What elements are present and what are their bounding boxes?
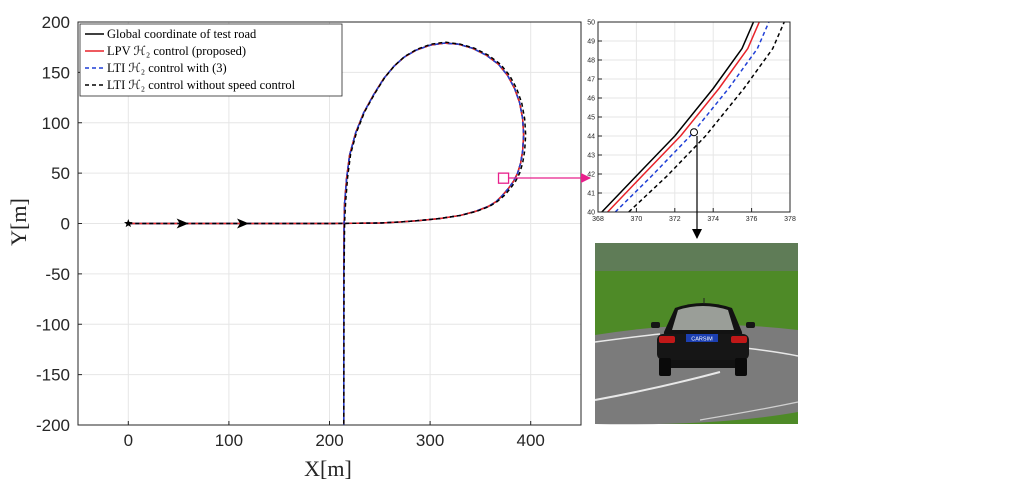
legend-box — [79, 23, 343, 97]
vehicle-tail-light-right — [731, 336, 747, 343]
zoom-series-3 — [628, 22, 785, 212]
zoom-y-tick-label: 48 — [587, 58, 595, 65]
main-x-ticks: 0 100 200 300 400 — [124, 431, 545, 450]
zoom-series-0 — [601, 22, 755, 212]
main-x-tick-label: 100 — [215, 431, 243, 450]
main-x-tick-label: 200 — [315, 431, 343, 450]
zoom-y-tick-label: 41 — [587, 191, 595, 198]
vehicle-plate-text: CARSIM — [691, 337, 713, 343]
zoom-series-2 — [614, 22, 770, 212]
zoom-y-tick-label: 44 — [587, 134, 595, 141]
vehicle-wheel-right — [735, 358, 747, 376]
zoom-y-ticks: 50 49 48 47 46 45 44 43 42 41 40 — [587, 20, 595, 217]
main-x-axis-label: X[m] — [304, 456, 352, 481]
main-series-2 — [128, 42, 525, 425]
scene-road-edge-bottom — [699, 401, 799, 421]
main-y-tick-label: -100 — [36, 315, 70, 334]
main-series-1 — [128, 42, 525, 425]
direction-arrow-0 — [176, 218, 189, 229]
legend-entry-label: LTI ℋ₂ control with (3) — [107, 61, 227, 75]
main-y-ticks: 200 150 100 50 0 -50 -100 -150 -200 — [36, 13, 70, 435]
zoom-plot-frame — [597, 21, 791, 213]
main-series-3 — [128, 41, 527, 425]
main-y-tick-label: 150 — [42, 63, 70, 82]
zoom-y-tick-label: 46 — [587, 96, 595, 103]
vehicle-position-marker — [690, 128, 698, 137]
zoom-x-tick-label: 376 — [746, 216, 758, 223]
scene-road-edge-left — [594, 333, 661, 343]
zoom-y-tick-label: 47 — [587, 77, 595, 84]
zoom-y-tick-label: 50 — [587, 20, 595, 27]
main-y-tick-label: 200 — [42, 13, 70, 32]
zoom-series-1 — [607, 22, 760, 212]
zoom-inset-plot: 368 370 372 374 376 378 50 49 48 47 46 45 44 43 42 41 4… — [587, 20, 796, 224]
zoom-annotations — [690, 128, 698, 137]
direction-arrow-1 — [237, 218, 250, 229]
zoom-x-tick-label: 368 — [592, 216, 604, 223]
main-trajectory-plot: 0 100 200 300 400 200 150 100 50 0 -50 -100 -150 -20… — [6, 13, 582, 481]
zoom-y-tick-label: 40 — [587, 210, 595, 217]
main-plot-frame — [77, 21, 582, 426]
main-x-tick-label: 400 — [517, 431, 545, 450]
vehicle-tail-light-left — [659, 336, 675, 343]
legend: Global coordinate of test road LPV ℋ₂ con… — [79, 23, 343, 97]
vehicle-mirror-right — [746, 322, 755, 328]
zoom-y-tick-label: 49 — [587, 39, 595, 46]
main-y-tick-label: -200 — [36, 416, 70, 435]
start-marker-star — [124, 219, 133, 228]
main-y-axis-label: Y[m] — [6, 198, 31, 246]
main-y-tick-label: -150 — [36, 366, 70, 385]
legend-entry-label: LTI ℋ₂ control without speed control — [107, 78, 296, 92]
main-series-group — [128, 41, 527, 425]
scene-road-edge — [744, 347, 799, 357]
main-y-tick-label: -50 — [45, 265, 70, 284]
zoom-grid — [597, 21, 791, 213]
main-x-tick-label: 0 — [124, 431, 133, 450]
zoom-x-tick-label: 372 — [669, 216, 681, 223]
zoom-series-group — [601, 22, 785, 212]
zoom-region-box — [497, 172, 510, 184]
vehicle-mirror-left — [651, 322, 660, 328]
scene-lane-line — [594, 371, 721, 401]
zoom-x-tick-label: 370 — [631, 216, 643, 223]
zoom-x-tick-label: 374 — [707, 216, 719, 223]
scene-sky — [595, 243, 798, 271]
main-y-tick-label: 50 — [51, 164, 70, 183]
legend-entry-label: LPV ℋ₂ control (proposed) — [107, 44, 246, 58]
zoom-y-tick-label: 43 — [587, 153, 595, 160]
legend-entry-label: Global coordinate of test road — [107, 27, 257, 41]
zoom-y-tick-label: 45 — [587, 115, 595, 122]
zoom-x-tick-label: 378 — [784, 216, 796, 223]
zoom-x-ticks: 368 370 372 374 376 378 — [592, 216, 796, 223]
zoom-y-tick-label: 42 — [587, 172, 595, 179]
main-y-tick-label: 100 — [42, 114, 70, 133]
main-x-tick-label: 300 — [416, 431, 444, 450]
vehicle-wheel-left — [659, 358, 671, 376]
main-y-tick-label: 0 — [61, 215, 70, 234]
simulation-scene-image: CARSIM — [594, 243, 799, 425]
vehicle-license-plate — [686, 334, 718, 342]
vehicle: CARSIM — [651, 298, 755, 376]
main-annotations — [124, 172, 510, 229]
main-series-0 — [128, 42, 525, 425]
